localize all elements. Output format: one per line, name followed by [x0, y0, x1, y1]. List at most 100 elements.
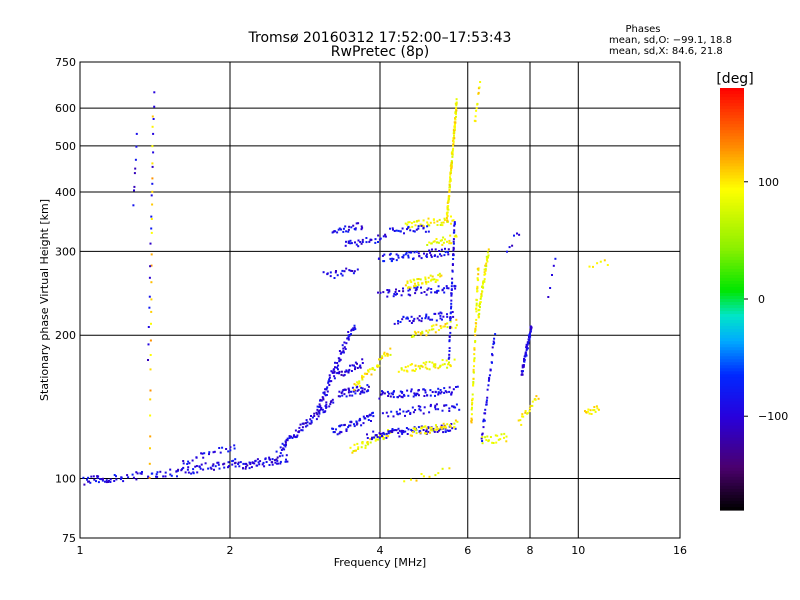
data-point [447, 357, 450, 360]
data-point [397, 370, 400, 373]
data-point [353, 324, 356, 327]
data-point [386, 390, 389, 393]
data-point [378, 358, 380, 361]
data-point [409, 363, 412, 366]
data-point [338, 227, 341, 230]
data-point [353, 388, 356, 391]
data-point [133, 189, 135, 192]
colorbar-segment [720, 320, 744, 324]
colorbar-segment [720, 124, 744, 128]
x-tick-label: 1 [77, 544, 84, 557]
data-point [245, 465, 247, 468]
data-point [534, 398, 537, 401]
data-point [360, 390, 363, 393]
data-point [301, 429, 304, 432]
data-point [448, 347, 451, 350]
data-point [327, 381, 330, 384]
data-point [336, 231, 339, 234]
data-point [131, 473, 134, 476]
data-point [412, 335, 415, 338]
data-point [454, 123, 456, 126]
data-point [413, 282, 416, 285]
data-point [486, 388, 489, 391]
data-point [446, 240, 448, 243]
data-point [149, 368, 152, 371]
data-point [586, 410, 589, 413]
data-point [315, 418, 318, 421]
data-point [472, 377, 475, 380]
data-point [340, 373, 343, 376]
data-point [410, 478, 412, 481]
data-point [535, 395, 538, 398]
colorbar-segment [720, 142, 744, 146]
data-point [234, 458, 237, 461]
data-point [105, 479, 108, 482]
data-point [429, 221, 432, 224]
data-point [361, 374, 363, 377]
data-point [416, 392, 419, 395]
data-point [319, 405, 322, 408]
x-tick-label: 8 [527, 544, 534, 557]
data-point [195, 465, 198, 467]
colorbar-segment [720, 169, 744, 173]
data-point [354, 392, 357, 395]
data-point [403, 232, 405, 235]
data-point [364, 447, 367, 449]
data-point [476, 290, 479, 293]
data-point [511, 244, 514, 247]
data-point [404, 222, 407, 225]
data-point [264, 457, 267, 460]
data-point [450, 294, 453, 297]
data-point [449, 178, 452, 181]
data-point [494, 333, 497, 336]
data-point [432, 365, 435, 368]
data-point [448, 350, 451, 352]
data-point [353, 425, 356, 428]
data-point [420, 320, 423, 323]
data-point [332, 431, 335, 434]
data-point [387, 435, 390, 438]
data-point [485, 439, 488, 441]
data-point [485, 265, 488, 268]
data-point [450, 292, 453, 295]
colorbar-segment [720, 211, 744, 216]
data-point [383, 433, 386, 436]
data-point [428, 431, 431, 434]
data-point [335, 428, 337, 431]
data-point [192, 468, 195, 471]
data-point [452, 406, 455, 409]
data-point [345, 369, 348, 372]
data-point [316, 405, 319, 408]
data-point [442, 431, 445, 434]
data-point [95, 480, 97, 483]
data-point [384, 235, 387, 238]
colorbar-segment [720, 446, 744, 451]
colorbar-segment [720, 145, 744, 149]
data-point [420, 364, 423, 367]
data-point [318, 409, 321, 412]
data-point [392, 396, 395, 399]
data-point [149, 389, 152, 392]
data-point [336, 372, 339, 375]
data-point [147, 343, 150, 346]
data-point [455, 318, 458, 321]
data-point [430, 278, 433, 281]
data-point [407, 254, 410, 257]
colorbar-segment [720, 308, 744, 312]
data-point [435, 428, 438, 431]
data-point [483, 419, 486, 422]
data-point [394, 291, 397, 293]
data-point [389, 252, 392, 255]
data-point [182, 460, 185, 462]
data-point [425, 334, 428, 337]
x-tick-label: 16 [673, 544, 687, 557]
data-point [409, 286, 412, 289]
data-point [503, 432, 506, 435]
data-point [149, 354, 152, 356]
data-point [331, 398, 334, 401]
data-point [448, 242, 451, 245]
data-point [388, 289, 391, 292]
data-point [434, 391, 437, 394]
data-point [349, 424, 352, 427]
data-point [421, 365, 424, 368]
